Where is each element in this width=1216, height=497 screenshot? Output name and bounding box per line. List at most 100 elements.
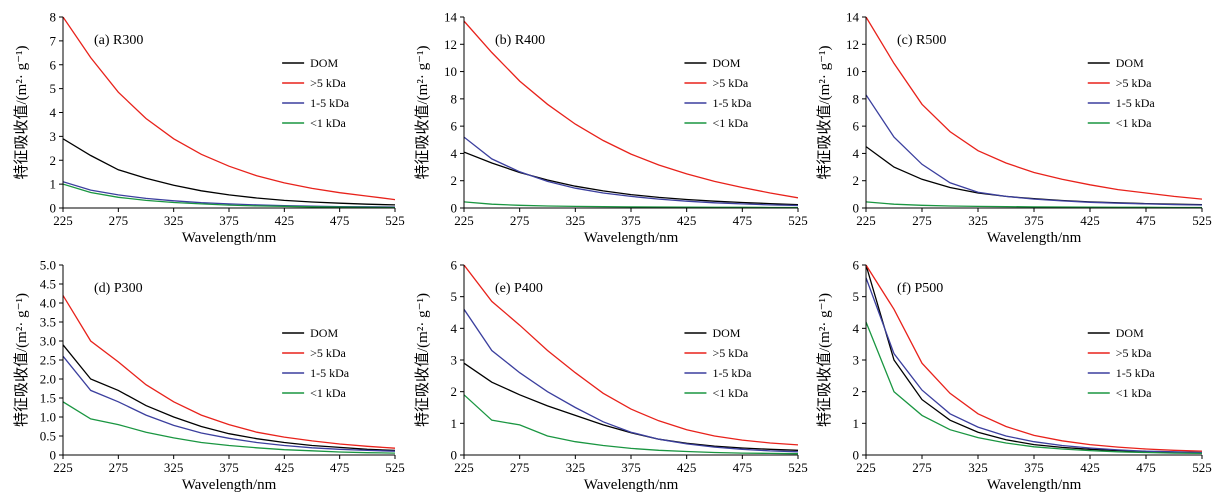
y-tick-label: 6 xyxy=(50,57,57,72)
panel-title: (c) R500 xyxy=(897,33,946,48)
series-line-2 xyxy=(866,277,1202,454)
x-tick-label: 475 xyxy=(330,460,350,475)
legend-label-3: <1 kDa xyxy=(712,386,748,400)
series-line-0 xyxy=(63,138,395,206)
legend-label-1: >5 kDa xyxy=(310,346,346,360)
x-tick-label: 225 xyxy=(454,213,474,228)
panels-group: 225 275 325 375 425 475 525012345678Wavelength… xyxy=(13,10,1212,494)
y-tick-label: 1.5 xyxy=(40,391,56,406)
x-tick-label: 425 xyxy=(1080,213,1100,228)
y-tick-label: 3.5 xyxy=(40,315,56,330)
x-tick-label: 475 xyxy=(1136,213,1156,228)
y-tick-label: 4 xyxy=(853,146,860,161)
legend-label-0: DOM xyxy=(712,326,740,340)
x-tick-label: 475 xyxy=(1136,460,1156,475)
x-tick-label: 525 xyxy=(385,460,405,475)
series-group xyxy=(866,264,1202,455)
legend-label-3: <1 kDa xyxy=(1116,386,1152,400)
legend-label-3: <1 kDa xyxy=(310,386,346,400)
x-tick-label: 275 xyxy=(109,213,129,228)
x-tick-label: 475 xyxy=(330,213,350,228)
chart-panel-4: 225 275 325 375 425 475 525 0 1 2 3 4 5 6 Wavelength/n… xyxy=(414,258,808,494)
y-axis-title: 特征吸收值/(m²· g⁻¹) xyxy=(414,293,431,427)
y-tick-label: 5 xyxy=(853,289,860,304)
series-line-2 xyxy=(63,355,395,452)
legend: DOM >5 kDa 1-5 kDa <1 kDa xyxy=(1087,326,1155,400)
y-tick-label: 12 xyxy=(444,37,457,52)
x-tick-label: 325 xyxy=(164,213,184,228)
x-tick-label: 525 xyxy=(788,460,808,475)
legend-label-2: 1-5 kDa xyxy=(1116,96,1156,110)
series-line-0 xyxy=(63,344,395,452)
y-tick-label: 3 xyxy=(853,353,860,368)
legend: DOM >5 kDa 1-5 kDa <1 kDa xyxy=(684,326,752,400)
x-tick-label: 275 xyxy=(912,460,932,475)
y-tick-label: 2 xyxy=(853,384,860,399)
y-axis-title: 特征吸收值/(m²· g⁻¹) xyxy=(816,293,833,427)
y-tick-label: 4.5 xyxy=(40,277,56,292)
legend-label-2: 1-5 kDa xyxy=(310,366,350,380)
y-tick-label: 0 xyxy=(853,201,860,216)
y-tick-label: 0 xyxy=(853,448,860,463)
legend-label-2: 1-5 kDa xyxy=(712,96,752,110)
y-tick-label: 12 xyxy=(846,37,859,52)
legend-label-1: >5 kDa xyxy=(1116,346,1152,360)
x-tick-label: 525 xyxy=(788,213,808,228)
y-tick-label: 4 xyxy=(50,105,57,120)
y-tick-label: 14 xyxy=(444,10,458,25)
y-tick-label: 6 xyxy=(853,258,860,273)
x-tick-label: 275 xyxy=(912,213,932,228)
series-line-2 xyxy=(866,94,1202,206)
y-tick-label: 2 xyxy=(451,173,458,188)
legend-label-1: >5 kDa xyxy=(712,346,748,360)
x-tick-label: 425 xyxy=(677,460,697,475)
x-tick-label: 225 xyxy=(53,213,73,228)
y-axis-title: 特征吸收值/(m²· g⁻¹) xyxy=(13,46,30,180)
y-tick-label: 10 xyxy=(444,64,457,79)
x-tick-label: 375 xyxy=(621,460,641,475)
y-tick-label: 6 xyxy=(451,258,458,273)
y-tick-label: 4 xyxy=(451,321,458,336)
y-tick-label: 4 xyxy=(451,146,458,161)
series-group xyxy=(464,264,798,455)
series-line-3 xyxy=(464,394,798,455)
x-tick-label: 275 xyxy=(510,213,530,228)
x-axis-title: Wavelength/nm xyxy=(987,230,1082,246)
x-tick-label: 475 xyxy=(733,460,753,475)
series-line-1 xyxy=(866,16,1202,200)
x-tick-label: 525 xyxy=(1192,213,1212,228)
legend-label-0: DOM xyxy=(712,56,740,70)
y-tick-label: 4.0 xyxy=(40,296,56,311)
chart-panel-2: 225 275 325 375 425 475 525 0 2 4 6 8 10 12 14 Waveleng… xyxy=(816,10,1212,247)
series-line-3 xyxy=(866,201,1202,208)
series-group xyxy=(63,295,395,454)
x-axis-title: Wavelength/nm xyxy=(987,477,1082,493)
x-tick-label: 525 xyxy=(1192,460,1212,475)
legend-label-2: 1-5 kDa xyxy=(310,96,350,110)
x-axis-title: Wavelength/nm xyxy=(182,230,277,246)
panel-title: (a) R300 xyxy=(94,33,143,48)
chart-panel-3: 225 275 325 375 425 475 525 0 0.5 1.0 1.5 2.0 2.5 3.0… xyxy=(13,258,405,494)
x-tick-label: 375 xyxy=(219,213,239,228)
y-tick-label: 0 xyxy=(451,201,458,216)
legend-label-2: 1-5 kDa xyxy=(712,366,752,380)
series-line-3 xyxy=(63,401,395,454)
x-tick-label: 375 xyxy=(1024,213,1044,228)
x-tick-label: 375 xyxy=(1024,460,1044,475)
x-tick-label: 325 xyxy=(164,460,184,475)
legend-label-3: <1 kDa xyxy=(310,116,346,130)
panel-title: (b) R400 xyxy=(495,33,545,48)
y-axis-title: 特征吸收值/(m²· g⁻¹) xyxy=(414,46,431,180)
legend-label-0: DOM xyxy=(310,56,338,70)
legend-label-1: >5 kDa xyxy=(1116,76,1152,90)
y-tick-label: 3 xyxy=(50,129,57,144)
y-tick-label: 0 xyxy=(50,201,57,216)
legend-label-3: <1 kDa xyxy=(712,116,748,130)
x-tick-label: 375 xyxy=(219,460,239,475)
y-tick-label: 8 xyxy=(451,91,458,106)
y-tick-label: 1 xyxy=(853,416,860,431)
legend: DOM >5 kDa 1-5 kDa <1 kDa xyxy=(684,56,752,130)
y-tick-label: 0 xyxy=(451,448,458,463)
y-tick-label: 8 xyxy=(853,91,860,106)
x-tick-label: 325 xyxy=(566,213,586,228)
